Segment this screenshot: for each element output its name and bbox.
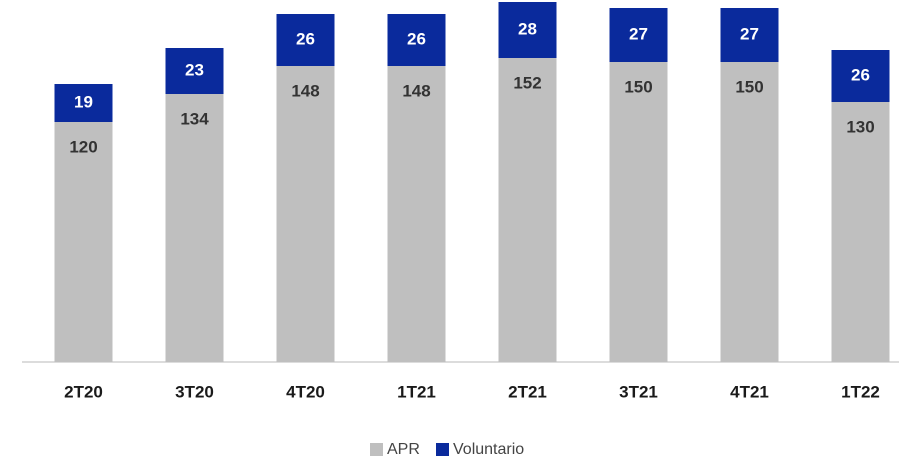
value-label: 19 bbox=[74, 92, 93, 111]
bar-segment bbox=[609, 8, 668, 62]
legend-swatch bbox=[436, 443, 449, 456]
x-tick-label: 2T20 bbox=[64, 382, 103, 401]
value-label: 27 bbox=[629, 24, 648, 43]
bar-segment bbox=[54, 84, 113, 122]
x-tick-label: 2T21 bbox=[508, 382, 547, 401]
bar-segment bbox=[609, 62, 668, 362]
bar-segment bbox=[831, 102, 890, 362]
x-tick-label: 3T21 bbox=[619, 382, 658, 401]
value-label: 23 bbox=[185, 60, 204, 79]
value-label: 27 bbox=[740, 24, 759, 43]
bar-segment bbox=[54, 122, 113, 362]
value-label: 152 bbox=[513, 73, 541, 92]
value-label: 148 bbox=[291, 81, 319, 100]
bar-segment bbox=[276, 66, 335, 362]
legend-label: Voluntario bbox=[453, 441, 524, 458]
bar-segment bbox=[387, 66, 446, 362]
value-label: 120 bbox=[69, 137, 97, 156]
value-label: 150 bbox=[624, 77, 652, 96]
value-label: 26 bbox=[407, 29, 426, 48]
bar-segment bbox=[387, 14, 446, 66]
value-label: 26 bbox=[851, 65, 870, 84]
x-tick-label: 4T20 bbox=[286, 382, 325, 401]
bar-segment bbox=[498, 2, 557, 58]
x-tick-label: 3T20 bbox=[175, 382, 214, 401]
bar-segment bbox=[165, 48, 224, 94]
value-label: 26 bbox=[296, 29, 315, 48]
value-label: 134 bbox=[180, 109, 209, 128]
bar-segment bbox=[720, 8, 779, 62]
legend-label: APR bbox=[387, 441, 420, 458]
value-label: 148 bbox=[402, 81, 430, 100]
bar-segment bbox=[276, 14, 335, 66]
bar-segment bbox=[720, 62, 779, 362]
bar-segment bbox=[831, 50, 890, 102]
x-tick-label: 1T22 bbox=[841, 382, 880, 401]
x-tick-label: 4T21 bbox=[730, 382, 769, 401]
bar-segment bbox=[498, 58, 557, 362]
value-label: 130 bbox=[846, 117, 874, 136]
value-label: 150 bbox=[735, 77, 763, 96]
legend-swatch bbox=[370, 443, 383, 456]
bar-segment bbox=[165, 94, 224, 362]
value-label: 28 bbox=[518, 19, 537, 38]
x-tick-label: 1T21 bbox=[397, 382, 436, 401]
